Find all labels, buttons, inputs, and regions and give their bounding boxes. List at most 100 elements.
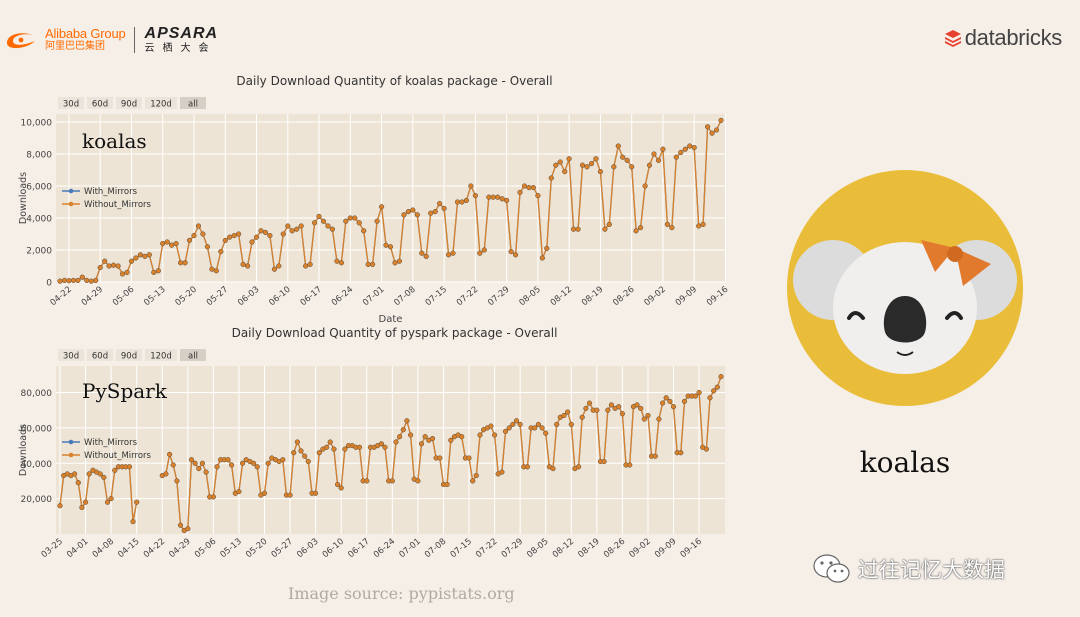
data-point-Without_Mirrors [673, 154, 679, 160]
data-point-Without_Mirrors [75, 480, 81, 486]
data-point-Without_Mirrors [459, 199, 465, 205]
x-tick-label: 08-12 [549, 285, 574, 309]
data-point-Without_Mirrors [209, 266, 215, 272]
y-tick-label: 40,000 [21, 460, 53, 470]
data-point-Without_Mirrors [419, 441, 425, 447]
data-point-Without_Mirrors [307, 261, 313, 267]
x-tick-label: 06-10 [267, 285, 292, 309]
x-tick-label: 07-08 [423, 537, 448, 561]
data-point-Without_Mirrors [602, 226, 608, 232]
range-button-60d[interactable]: 60d [87, 97, 113, 110]
y-tick-label: 10,000 [21, 119, 53, 129]
data-point-Without_Mirrors [334, 258, 340, 264]
range-button-30d[interactable]: 30d [58, 349, 84, 362]
data-point-Without_Mirrors [88, 278, 94, 284]
data-point-Without_Mirrors [84, 277, 90, 283]
data-point-Without_Mirrors [526, 185, 532, 191]
range-button-label: 60d [92, 100, 108, 110]
data-point-Without_Mirrors [378, 441, 384, 447]
data-point-Without_Mirrors [240, 460, 246, 466]
data-point-Without_Mirrors [629, 164, 635, 170]
range-button-label: 120d [150, 352, 172, 362]
data-point-Without_Mirrors [294, 226, 300, 232]
range-button-label: 90d [121, 352, 137, 362]
data-point-Without_Mirrors [182, 260, 188, 266]
legend-marker-Without_Mirrors [68, 452, 74, 458]
data-point-Without_Mirrors [707, 395, 713, 401]
x-tick-label: 09-02 [628, 537, 653, 561]
data-point-Without_Mirrors [163, 471, 169, 477]
data-point-Without_Mirrors [477, 250, 483, 256]
data-point-Without_Mirrors [709, 130, 715, 136]
data-point-Without_Mirrors [513, 252, 519, 258]
data-point-Without_Mirrors [287, 492, 293, 498]
y-tick-label: 0 [46, 279, 52, 289]
y-tick-label: 4,000 [26, 215, 52, 225]
x-tick-label: 04-29 [80, 285, 105, 309]
data-point-Without_Mirrors [419, 250, 425, 256]
data-point-Without_Mirrors [565, 409, 571, 415]
data-point-Without_Mirrors [251, 460, 257, 466]
data-point-Without_Mirrors [134, 499, 140, 505]
alibaba-name-en: Alibaba Group [45, 26, 126, 41]
range-button-60d[interactable]: 60d [87, 349, 113, 362]
chart-inset-label: PySpark [82, 379, 168, 403]
data-point-Without_Mirrors [486, 194, 492, 200]
data-point-Without_Mirrors [499, 469, 505, 475]
x-tick-label: 07-15 [449, 537, 474, 561]
range-button-120d[interactable]: 120d [145, 349, 177, 362]
data-point-Without_Mirrors [645, 412, 651, 418]
range-button-label: 30d [63, 100, 79, 110]
data-point-Without_Mirrors [62, 277, 68, 283]
data-point-Without_Mirrors [111, 262, 117, 268]
data-point-Without_Mirrors [553, 162, 559, 168]
data-point-Without_Mirrors [575, 226, 581, 232]
range-button-90d[interactable]: 90d [116, 349, 142, 362]
data-point-Without_Mirrors [213, 268, 219, 274]
koala-caption: koalas [859, 446, 951, 479]
data-point-Without_Mirrors [696, 223, 702, 229]
legend-label: Without_Mirrors [84, 451, 152, 461]
range-button-30d[interactable]: 30d [58, 97, 84, 110]
x-tick-label: 05-27 [205, 285, 230, 309]
data-point-Without_Mirrors [446, 252, 452, 258]
x-tick-label: 07-08 [392, 285, 417, 309]
range-button-all[interactable]: all [180, 349, 206, 362]
data-point-Without_Mirrors [316, 213, 322, 219]
data-point-Without_Mirrors [66, 278, 72, 284]
y-tick-label: 6,000 [26, 183, 52, 193]
data-point-Without_Mirrors [177, 522, 183, 528]
data-point-Without_Mirrors [466, 455, 472, 461]
data-point-Without_Mirrors [539, 425, 545, 431]
range-button-120d[interactable]: 120d [145, 97, 177, 110]
data-point-Without_Mirrors [357, 444, 363, 450]
data-point-Without_Mirrors [508, 249, 514, 255]
x-tick-label: 07-01 [361, 285, 386, 309]
pyspark-downloads-chart: Daily Download Quantity of pyspark packa… [18, 326, 725, 561]
data-point-Without_Mirrors [302, 453, 308, 459]
x-tick-label: 08-26 [611, 285, 636, 309]
data-point-Without_Mirrors [97, 471, 103, 477]
data-point-Without_Mirrors [455, 199, 461, 205]
data-point-Without_Mirrors [401, 212, 407, 218]
range-button-all[interactable]: all [180, 97, 206, 110]
data-point-Without_Mirrors [112, 467, 118, 473]
data-point-Without_Mirrors [72, 471, 78, 477]
data-point-Without_Mirrors [262, 229, 268, 235]
data-point-Without_Mirrors [137, 252, 143, 258]
range-button-label: 60d [92, 352, 108, 362]
x-axis-label: Date [379, 314, 403, 325]
data-point-Without_Mirrors [472, 193, 478, 199]
data-point-Without_Mirrors [506, 425, 512, 431]
data-point-Without_Mirrors [185, 526, 191, 532]
chart-title: Daily Download Quantity of pyspark packa… [232, 326, 558, 340]
data-point-Without_Mirrors [265, 460, 271, 466]
data-point-Without_Mirrors [222, 237, 228, 243]
data-point-Without_Mirrors [566, 156, 572, 162]
data-point-Without_Mirrors [101, 474, 107, 480]
data-point-Without_Mirrors [327, 439, 333, 445]
y-axis-label: Downloads [18, 424, 29, 476]
x-tick-label: 09-09 [653, 537, 678, 561]
data-point-Without_Mirrors [397, 434, 403, 440]
range-button-90d[interactable]: 90d [116, 97, 142, 110]
